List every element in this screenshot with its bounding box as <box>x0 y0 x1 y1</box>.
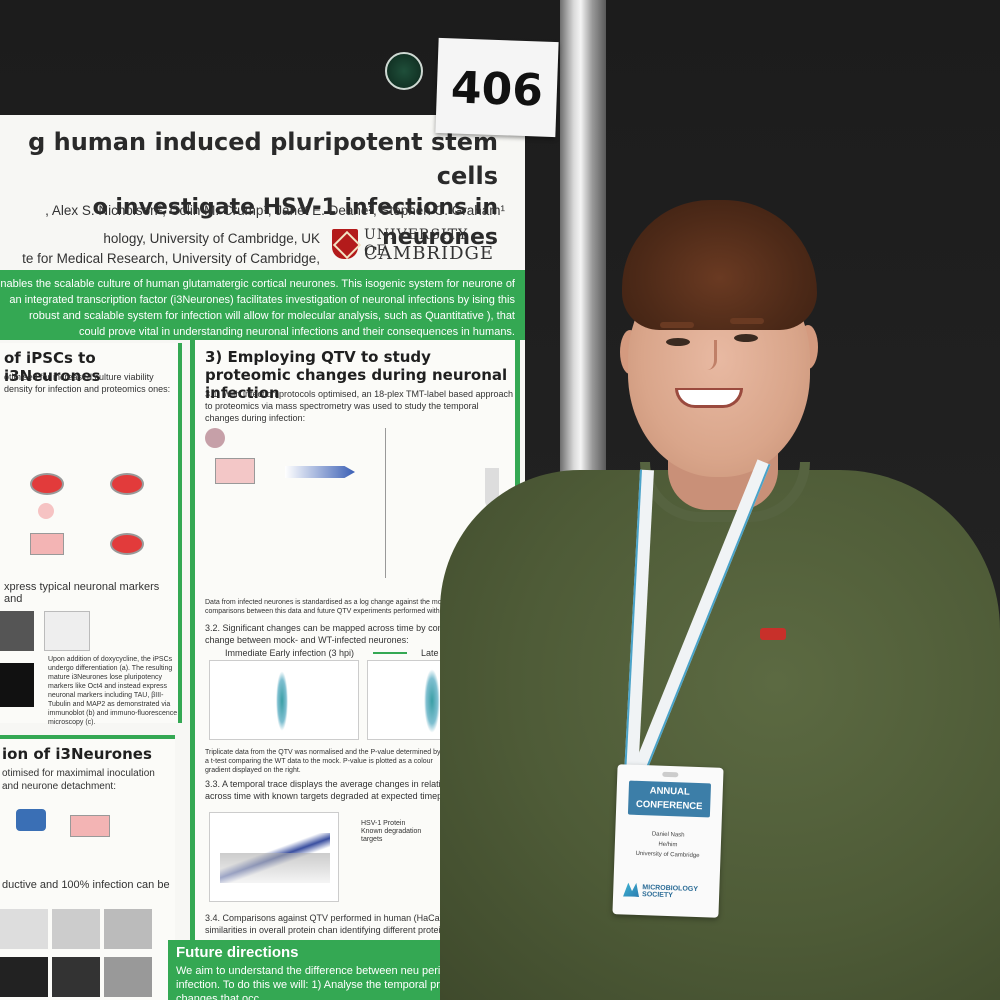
section-1-body: otimised for increased culture viability… <box>4 372 171 394</box>
section-1-title: of iPSCs to i3Neurones <box>4 349 101 385</box>
section-3-title: 3) Employing QTV to study proteomic chan… <box>205 348 508 402</box>
future-directions-title: Future directions <box>176 944 299 961</box>
brand-tag-icon <box>760 628 786 640</box>
badge-header: ANNUAL CONFERENCE <box>627 780 712 818</box>
badge-organisation: University of Cambridge <box>635 850 700 860</box>
poster-title-line2: o investigate HSV-1 infections in neuron… <box>92 195 498 250</box>
poster-number: 406 <box>450 62 544 117</box>
poster-number-card: 406 <box>435 37 559 138</box>
section-3-1-text: 3.1. With infection protocols optimised,… <box>205 389 513 423</box>
badge-name: Daniel Nash <box>651 831 685 839</box>
section-1-caption: Upon addition of doxycycline, the iPSCs … <box>48 656 178 726</box>
badge-header-line2: CONFERENCE <box>635 798 703 813</box>
poster-title-line1: g human induced pluripotent stem cells <box>28 128 498 190</box>
microbiology-logo-text: MICROBIOLOGY SOCIETY <box>642 884 698 900</box>
section-3-4-text: 3.4. Comparisons against QTV performed i… <box>205 913 507 935</box>
section-infection-subheading: ductive and 100% infection can be <box>2 879 170 891</box>
poster-section-1: of iPSCs to i3Neurones otimised for incr… <box>0 343 182 726</box>
logo-line1: UNIVERSITY OF <box>364 227 469 259</box>
microbiology-logo-icon <box>623 882 639 897</box>
microbiology-society-logo: MICROBIOLOGY SOCIETY <box>623 882 710 901</box>
microscopy-image <box>0 611 34 651</box>
future-directions-body: We aim to understand the difference betw… <box>176 965 506 1000</box>
workflow-diagram <box>205 428 515 588</box>
poster-title: g human induced pluripotent stem cells o… <box>0 125 520 253</box>
volcano-plot-early <box>209 660 359 740</box>
protocol-diagram <box>10 423 170 573</box>
poster-affiliation-1: hology, University of Cambridge, UK <box>103 231 320 246</box>
legend-hsv1-protein: HSV-1 Protein <box>361 820 406 827</box>
eyebrow-right <box>730 318 764 324</box>
section-3-3-text: 3.3. A temporal trace displays the avera… <box>205 779 488 801</box>
section-infection-title: ion of i3Neurones <box>2 745 152 763</box>
metal-pole <box>560 0 606 500</box>
person-smile <box>675 388 743 408</box>
eyebrow-left <box>660 322 694 328</box>
section-3-1-caption: Data from infected neurones is standardi… <box>205 599 497 615</box>
legend-degradation-targets: Known degradation targets <box>361 828 422 843</box>
section-3-2-text: 3.2. Significant changes can be mapped a… <box>205 623 503 645</box>
early-infection-label: Immediate Early infection (3 hpi) <box>225 648 355 658</box>
cambridge-logo: UNIVERSITY OF CAMBRIDGE <box>332 225 493 265</box>
immunoblot-image <box>44 611 90 651</box>
infection-image-grid <box>0 905 160 1000</box>
name-badge: ANNUAL CONFERENCE Daniel Nash He/him Uni… <box>612 764 724 918</box>
badge-slot <box>662 771 679 778</box>
poster-intro-banner: nables the scalable culture of human glu… <box>0 270 525 340</box>
person-nose <box>701 340 717 370</box>
poster-authors: , Alex S. Nicholson², Colin M. Crump¹, J… <box>45 203 505 218</box>
infection-diagram <box>10 803 160 873</box>
poster-section-infection: ion of i3Neurones otimised for maximimal… <box>0 735 175 1000</box>
scientific-poster: g human induced pluripotent stem cells o… <box>0 115 525 1000</box>
section-infection-body: otimised for maximimal inoculation and n… <box>2 768 155 792</box>
eye-right <box>734 334 758 342</box>
temporal-trace-plot <box>209 812 339 902</box>
badge-pronouns: He/him <box>658 841 678 849</box>
logo-line2: CAMBRIDGE <box>364 243 495 264</box>
section-3-2-caption: Triplicate data from the QTV was normali… <box>205 749 441 774</box>
fluorescence-image <box>0 663 34 707</box>
person-hair <box>622 200 817 330</box>
crest-icon <box>332 229 358 259</box>
section-1-subheading: xpress typical neuronal markers and <box>4 581 160 605</box>
poster-prize-sticker <box>385 52 423 90</box>
arrow-right-icon <box>373 652 407 654</box>
eye-left <box>666 338 690 346</box>
